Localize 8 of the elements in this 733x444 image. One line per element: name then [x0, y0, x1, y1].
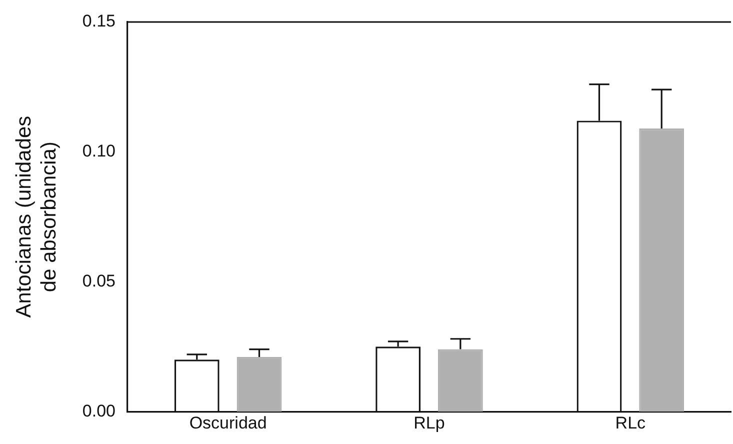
x-tick-label: RLc — [615, 413, 646, 432]
y-tick-label: 0.05 — [82, 271, 116, 290]
x-tick-label: Oscuridad — [189, 413, 267, 432]
y-tick-label: 0.00 — [82, 401, 116, 420]
y-tick-label: 0.10 — [82, 142, 116, 161]
y-axis-title: Antocianas (unidades de absorbancia) — [12, 116, 61, 318]
y-tick-label: 0.15 — [82, 12, 116, 31]
x-tick-label: RLp — [414, 413, 445, 432]
